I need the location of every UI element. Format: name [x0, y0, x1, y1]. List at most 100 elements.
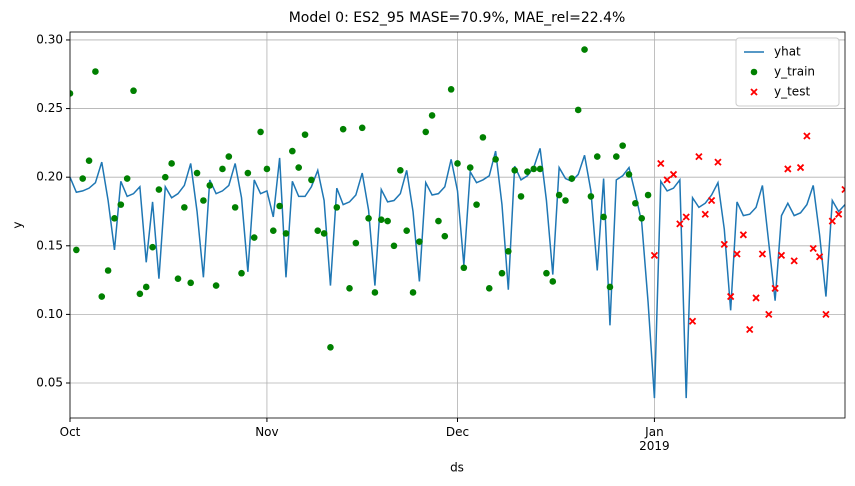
point: [796, 163, 805, 172]
point: [727, 292, 735, 301]
point: [568, 175, 576, 182]
point: [530, 165, 538, 173]
point: [784, 165, 792, 173]
point: [593, 153, 601, 160]
point: [505, 247, 512, 255]
legend-box: [735, 37, 840, 107]
point: [111, 215, 118, 222]
point: [384, 217, 391, 225]
point: [492, 156, 499, 163]
x-tick-label: Jan 2019: [639, 425, 670, 453]
point: [308, 176, 315, 184]
legend-swatch: [750, 68, 758, 76]
point: [346, 285, 353, 292]
point: [174, 275, 182, 283]
point: [682, 213, 690, 221]
point: [320, 230, 328, 237]
point: [707, 196, 716, 205]
point: [377, 216, 385, 224]
point: [371, 289, 379, 296]
point: [473, 201, 480, 208]
point: [168, 160, 175, 167]
point: [70, 90, 74, 97]
point: [181, 204, 188, 211]
y-tick-label: 0.30: [36, 32, 63, 46]
point: [352, 239, 360, 247]
point: [339, 125, 347, 133]
point: [276, 202, 283, 210]
point: [619, 142, 626, 149]
point: [657, 159, 665, 168]
point: [397, 167, 404, 174]
point: [263, 165, 271, 173]
point: [524, 168, 531, 175]
point: [130, 87, 137, 95]
point: [555, 191, 563, 199]
point: [815, 253, 824, 261]
point: [187, 279, 194, 287]
point: [841, 185, 845, 194]
point: [771, 284, 779, 292]
point: [409, 289, 417, 296]
point: [479, 134, 487, 141]
point: [803, 132, 811, 140]
x-tick-label: Nov: [255, 425, 279, 439]
point: [663, 176, 671, 184]
point: [511, 167, 518, 174]
x-axis-label: ds: [450, 461, 464, 475]
grid: [69, 32, 845, 418]
point: [155, 186, 163, 193]
point: [79, 175, 87, 182]
point: [212, 282, 220, 289]
point: [822, 310, 830, 319]
point: [676, 220, 684, 228]
point: [206, 182, 214, 189]
point: [765, 310, 773, 319]
point: [428, 112, 436, 119]
point: [136, 290, 144, 298]
point: [733, 250, 741, 258]
point: [117, 201, 125, 208]
point: [517, 193, 525, 200]
y-tick-label: 0.05: [36, 376, 63, 390]
point: [498, 269, 506, 277]
point: [123, 175, 131, 182]
point: [638, 215, 646, 222]
point: [720, 240, 728, 249]
point: [193, 169, 201, 177]
y-tick-label: 0.20: [36, 170, 63, 184]
legend-label: y_test: [774, 85, 810, 99]
point: [104, 267, 112, 274]
point: [536, 165, 544, 173]
point: [632, 199, 639, 207]
point: [688, 317, 697, 325]
point: [257, 128, 264, 136]
x-tick-label: Oct: [59, 425, 81, 439]
point: [142, 283, 150, 291]
point: [333, 204, 341, 211]
point: [549, 278, 557, 285]
point: [98, 293, 106, 300]
point: [460, 264, 468, 272]
point: [295, 164, 302, 171]
point: [835, 210, 843, 218]
y-tick-label: 0.25: [36, 101, 63, 115]
point: [746, 325, 754, 334]
point: [73, 246, 80, 254]
plot-frame: [69, 31, 846, 419]
point: [200, 197, 207, 204]
point: [644, 191, 652, 199]
point: [613, 153, 620, 160]
point: [466, 164, 474, 171]
point: [695, 152, 703, 161]
point: [231, 204, 239, 211]
point: [790, 257, 798, 265]
point: [390, 242, 398, 250]
chart-title: Model 0: ES2_95 MASE=70.9%, MAE_rel=22.4…: [289, 10, 626, 26]
point: [600, 213, 607, 221]
point: [752, 294, 760, 302]
point: [543, 269, 550, 277]
point: [403, 227, 410, 234]
